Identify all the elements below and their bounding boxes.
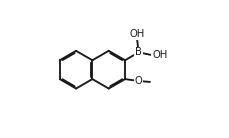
Text: OH: OH [129,29,144,39]
Text: OH: OH [152,50,167,60]
Text: O: O [134,76,142,86]
Text: B: B [135,47,142,57]
